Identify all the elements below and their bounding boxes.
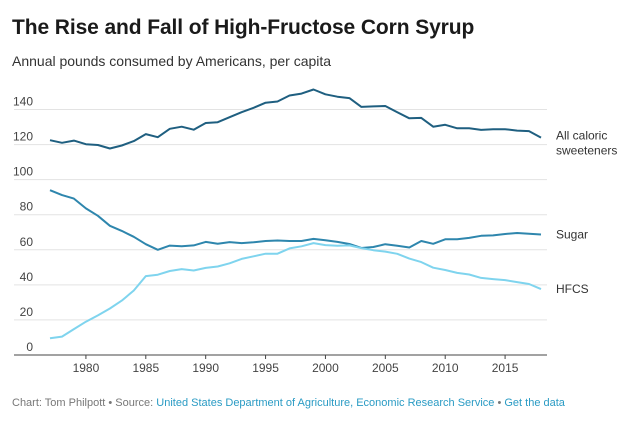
footer-credit: Chart: Tom Philpott <box>12 397 106 409</box>
get-the-data-link[interactable]: Get the data <box>504 397 565 409</box>
y-tick-label: 100 <box>13 165 33 179</box>
y-tick-label: 0 <box>26 340 33 354</box>
y-tick-label: 60 <box>20 235 34 249</box>
x-tick-label: 1985 <box>132 361 159 375</box>
chart-subtitle: Annual pounds consumed by Americans, per… <box>12 53 332 69</box>
series-line-all-caloric-sweeteners <box>49 88 542 150</box>
chart-title: The Rise and Fall of High-Fructose Corn … <box>12 16 475 39</box>
x-tick-label: 2010 <box>432 361 459 375</box>
x-tick-label: 2015 <box>492 361 519 375</box>
y-tick-label: 80 <box>20 200 34 214</box>
series-line-hfcs <box>49 242 542 340</box>
x-tick-label: 1990 <box>192 361 219 375</box>
series-label-hfcs: HFCS <box>556 282 589 296</box>
y-tick-label: 40 <box>20 270 34 284</box>
series-label-sugar: Sugar <box>556 228 588 242</box>
y-tick-label: 120 <box>13 130 33 144</box>
chart-footer: Chart: Tom Philpott • Source: United Sta… <box>12 397 565 409</box>
x-tick-label: 1995 <box>252 361 279 375</box>
line-chart: 0 20 40 60 80 100 120 140 1980 1985 1990 1995 2000 2… <box>13 88 617 375</box>
series-label-all-caloric-sweeteners: All caloric sweeteners <box>556 129 617 158</box>
y-tick-label: 20 <box>20 305 34 319</box>
y-tick-label: 140 <box>13 95 33 109</box>
x-tick-label: 2005 <box>372 361 399 375</box>
x-tick-label: 2000 <box>312 361 339 375</box>
footer-separator: • Source: <box>105 397 157 409</box>
source-link[interactable]: United States Department of Agriculture,… <box>156 397 495 409</box>
footer-separator: • <box>494 397 505 409</box>
x-tick-label: 1980 <box>73 361 100 375</box>
series-line-sugar <box>49 189 542 251</box>
